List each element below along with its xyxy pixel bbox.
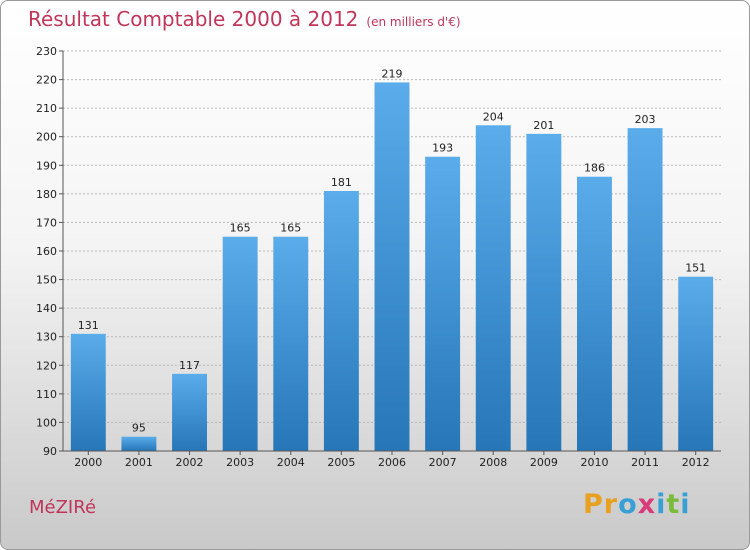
y-tick-label: 210 <box>36 102 57 115</box>
x-tick-label: 2008 <box>479 456 507 469</box>
x-tick-label: 2007 <box>429 456 457 469</box>
y-tick-label: 230 <box>36 45 57 58</box>
value-label: 117 <box>179 359 200 372</box>
value-label: 181 <box>331 176 352 189</box>
logo-letter: r <box>603 489 619 520</box>
logo-letter: o <box>618 489 638 520</box>
bar-2011[interactable] <box>627 128 663 451</box>
y-tick-label: 190 <box>36 159 57 172</box>
x-tick-label: 2011 <box>631 456 659 469</box>
x-tick-label: 2010 <box>580 456 608 469</box>
x-tick-label: 2006 <box>378 456 406 469</box>
y-tick-label: 180 <box>36 188 57 201</box>
chart-title: Résultat Comptable 2000 à 2012 (en millie… <box>28 7 461 31</box>
y-tick-label: 120 <box>36 359 57 372</box>
logo-letter: x <box>637 489 657 520</box>
logo-letter: t <box>666 489 681 520</box>
value-label: 165 <box>280 222 301 235</box>
y-tick-label: 140 <box>36 302 57 315</box>
chart-title-text: Résultat Comptable 2000 à 2012 <box>28 7 359 31</box>
value-label: 186 <box>584 162 605 175</box>
y-axis: 90 100 110 120 130 140 150 160 170 180 190 200 210 22… <box>36 45 64 458</box>
proxiti-logo[interactable]: Proxiti <box>583 489 691 520</box>
bar-2004[interactable] <box>273 236 309 451</box>
y-tick-label: 200 <box>36 131 57 144</box>
x-tick-label: 2001 <box>125 456 153 469</box>
y-tick-label: 170 <box>36 216 57 229</box>
chart-unit: (en milliers d'€) <box>366 15 461 29</box>
x-tick-label: 2000 <box>74 456 102 469</box>
bar-2006[interactable] <box>374 82 410 451</box>
value-label: 201 <box>533 119 554 132</box>
x-tick-label: 2005 <box>327 456 355 469</box>
bar-2001[interactable] <box>121 436 157 451</box>
x-tick-label: 2004 <box>277 456 305 469</box>
bars: 131 95 117 165 165 181 219 193 204 201 186 203 151 <box>70 67 714 452</box>
x-tick-label: 2009 <box>530 456 558 469</box>
logo-letter: i <box>656 489 667 520</box>
logo-letter: i <box>680 489 691 520</box>
x-axis: 2000 2001 2002 2003 2004 2005 2006 2007 2008 2009… <box>63 450 721 469</box>
x-tick-label: 2002 <box>176 456 204 469</box>
bar-2010[interactable] <box>576 176 612 451</box>
bar-2003[interactable] <box>222 236 258 451</box>
y-tick-label: 150 <box>36 274 57 287</box>
x-tick-label: 2012 <box>682 456 710 469</box>
y-tick-label: 110 <box>36 388 57 401</box>
y-tick-label: 220 <box>36 74 57 87</box>
y-tick-label: 90 <box>43 445 57 458</box>
x-tick-label: 2003 <box>226 456 254 469</box>
value-label: 131 <box>78 319 99 332</box>
value-label: 219 <box>382 67 403 80</box>
bar-2009[interactable] <box>526 133 562 451</box>
y-tick-label: 160 <box>36 245 57 258</box>
bar-2002[interactable] <box>172 373 208 451</box>
y-tick-label: 100 <box>36 416 57 429</box>
value-label: 95 <box>132 422 146 435</box>
commune-name: MéZIRé <box>29 497 97 518</box>
bar-2007[interactable] <box>425 156 461 451</box>
y-tick-label: 130 <box>36 331 57 344</box>
bar-2000[interactable] <box>70 333 106 451</box>
bar-2012[interactable] <box>678 276 714 451</box>
value-label: 151 <box>685 262 706 275</box>
value-label: 203 <box>635 113 656 126</box>
value-label: 204 <box>483 110 504 123</box>
value-label: 193 <box>432 142 453 155</box>
logo-letter: P <box>583 489 604 520</box>
bar-2005[interactable] <box>323 191 359 451</box>
value-label: 165 <box>230 222 251 235</box>
bar-2008[interactable] <box>475 125 511 452</box>
